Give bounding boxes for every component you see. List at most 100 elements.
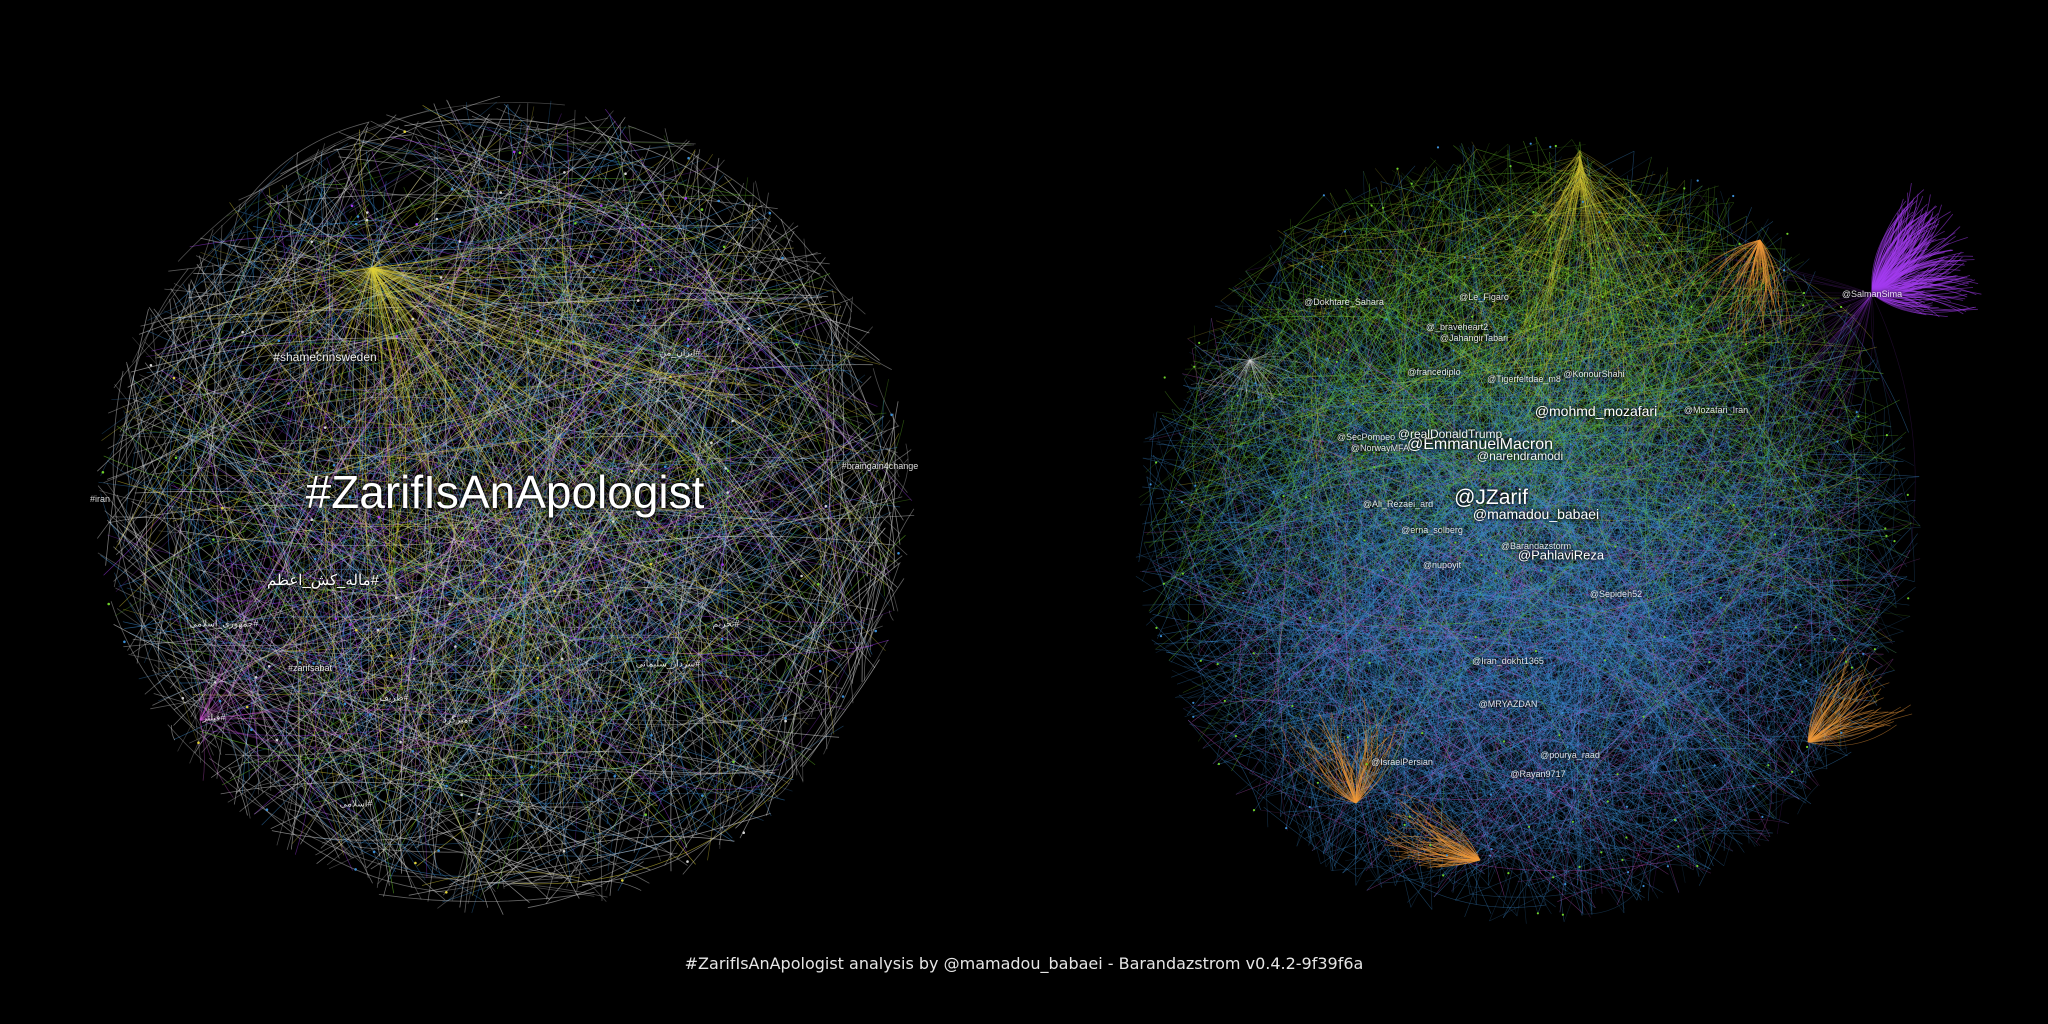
network-edge [383,372,782,454]
network-edge [745,405,869,501]
network-edge [562,152,595,369]
network-edge [494,427,742,497]
network-edge [515,326,791,750]
network-edge [212,374,628,413]
network-edge [450,183,767,230]
network-edge [390,136,748,321]
network-edge [333,149,780,334]
network-edge [382,392,852,505]
network-edge [257,463,666,680]
network-edge [692,379,799,512]
network-edge [151,335,564,436]
network-edge [371,151,762,710]
network-edge [380,686,628,864]
network-edge [245,722,485,902]
network-edge [229,236,486,479]
network-edge [175,562,216,723]
network-edge [454,379,566,435]
network-edge [475,372,638,529]
network-edge [520,145,634,241]
network-edge [626,418,747,593]
network-edge [362,381,699,402]
network-edge [365,247,794,281]
network-edge [660,591,779,762]
network-edge [209,758,480,821]
network-edge [592,725,844,867]
network-edge [531,511,891,824]
network-edge [264,485,794,780]
network-edge [641,435,841,672]
network-edge [676,521,883,859]
network-edge [354,720,770,783]
network-edge [165,541,223,564]
network-edge [341,376,396,750]
network-edge [456,675,547,686]
network-edge [351,219,467,259]
network-edge [143,231,320,592]
network-edge [268,187,614,821]
network-edge [248,600,781,754]
network-edge [348,119,492,213]
network-edge [486,386,756,483]
network-edge [100,315,237,476]
network-edge [296,244,334,497]
network-edge [466,220,588,760]
network-edge [311,414,817,790]
network-edge [576,325,811,718]
network-edge [543,362,845,601]
network-edge [681,501,851,679]
network-edge [1453,156,1581,237]
network-edge [286,669,307,751]
network-edge [490,654,773,692]
network-edge [578,461,697,638]
network-edge [544,548,642,810]
network-edge [189,225,778,635]
network-edge [232,166,718,501]
network-edge [783,753,788,773]
network-edge [212,235,547,748]
network-edge [298,523,396,559]
network-edge [439,420,618,565]
network-edge [549,164,610,485]
network-edge [586,210,798,455]
network-edge [465,201,766,289]
network-edge [589,388,725,734]
network-edge [727,599,772,816]
network-edge [384,295,805,557]
network-edge [313,489,535,582]
network-edge [220,586,511,809]
network-edge [431,185,633,215]
network-edge [437,129,684,583]
network-edge [137,464,611,612]
network-edge [418,412,777,611]
network-edge [178,525,515,684]
network-edge [363,162,762,682]
network-edge [234,179,688,244]
network-edge [215,162,437,336]
network-edge [139,422,492,631]
network-edge [316,569,643,864]
network-edge [360,347,827,828]
network-edge [581,320,870,361]
network-edge [441,113,562,722]
network-edge [485,322,520,605]
network-edge [233,295,472,664]
network-edge [625,770,771,790]
network-edge [146,330,569,760]
network-edge [236,500,793,677]
network-edge [236,280,432,617]
network-edge [674,401,722,749]
network-edge [459,192,670,732]
network-edge [389,439,608,740]
network-edge [99,463,416,511]
network-edge [414,806,591,849]
network-edge [275,453,465,825]
network-edge [235,367,410,660]
network-edge [609,438,623,539]
network-edge [461,123,640,173]
network-edge [696,604,864,644]
network-edge [746,613,865,796]
network-edge [177,149,589,320]
network-edge [325,365,378,786]
